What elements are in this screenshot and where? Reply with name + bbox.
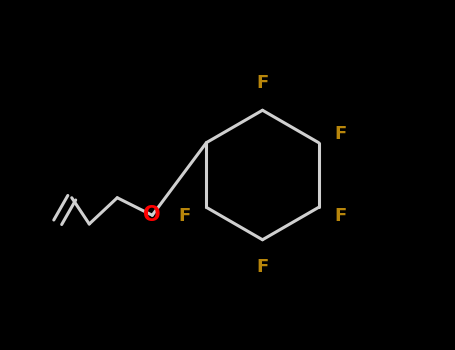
Text: F: F bbox=[256, 258, 268, 276]
Text: F: F bbox=[178, 208, 191, 225]
Text: F: F bbox=[334, 125, 347, 142]
Text: O: O bbox=[143, 205, 161, 225]
Text: F: F bbox=[256, 74, 268, 92]
Text: F: F bbox=[334, 208, 347, 225]
